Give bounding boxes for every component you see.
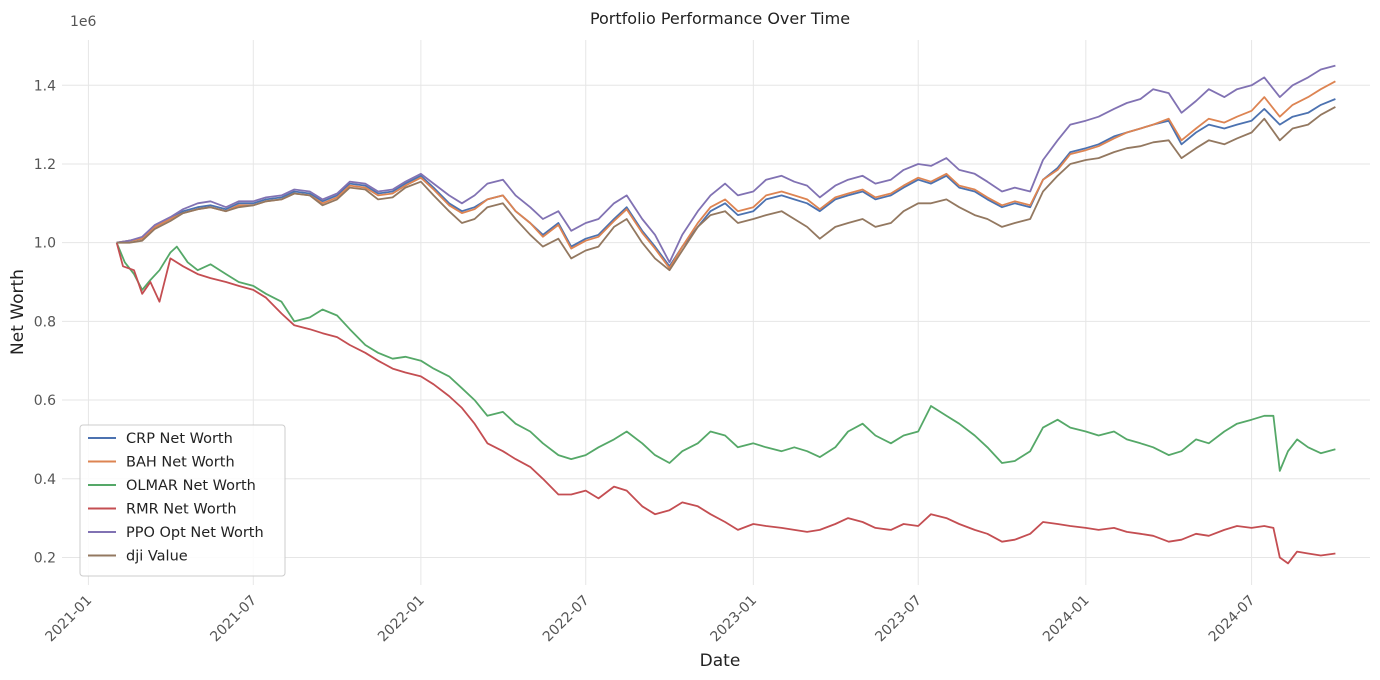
y-axis-scale-label: 1e6 [70, 14, 97, 30]
series-line-bah-net-worth [116, 80, 1336, 270]
series-lines [115, 64, 1336, 565]
y-tick-label: 1.2 [34, 157, 56, 173]
series-line-dji-value [116, 106, 1336, 272]
x-axis-ticks: 2021-01 2021-07 2022-01 2022-07 2023-01 2023-… [43, 593, 1259, 646]
legend-box [79, 424, 286, 577]
x-tick-label: 2021-01 [43, 593, 96, 646]
x-gridlines [87, 40, 1253, 585]
x-tick-label: 2023-07 [872, 593, 925, 646]
y-tick-label: 1.4 [34, 78, 56, 94]
legend-entry: CRP Net Worth [126, 431, 233, 447]
x-tick-label: 2024-07 [1206, 593, 1259, 646]
x-axis-label: Date [700, 651, 741, 671]
x-tick-label: 2024-01 [1040, 593, 1093, 646]
x-tick-label: 2022-01 [375, 593, 428, 646]
x-tick-label: 2022-07 [540, 593, 593, 646]
x-tick-label: 2023-01 [707, 593, 760, 646]
y-tick-label: 0.6 [34, 393, 56, 409]
legend-entry: OLMAR Net Worth [126, 478, 256, 494]
y-tick-label: 0.8 [34, 314, 56, 330]
y-tick-label: 0.2 [34, 550, 56, 566]
x-tick-label: 2021-07 [207, 593, 260, 646]
series-line-rmr-net-worth [115, 242, 1336, 565]
y-axis-ticks: 0.2 0.4 0.6 0.8 1.0 1.2 1.4 [34, 78, 56, 566]
legend-entry: dji Value [126, 549, 188, 565]
y-tick-label: 1.0 [34, 236, 56, 252]
legend-entry: BAH Net Worth [126, 455, 235, 471]
legend-entry: RMR Net Worth [126, 502, 237, 518]
series-line-ppo-opt-net-worth [116, 64, 1336, 264]
y-tick-label: 0.4 [34, 472, 56, 488]
chart-title: Portfolio Performance Over Time [590, 9, 850, 28]
y-axis-label: Net Worth [8, 269, 28, 355]
legend: CRP Net Worth BAH Net Worth OLMAR Net Wort… [79, 424, 286, 577]
series-line-olmar-net-worth [115, 242, 1336, 472]
y-gridlines [62, 84, 1370, 558]
legend-entry: PPO Opt Net Worth [126, 525, 264, 541]
